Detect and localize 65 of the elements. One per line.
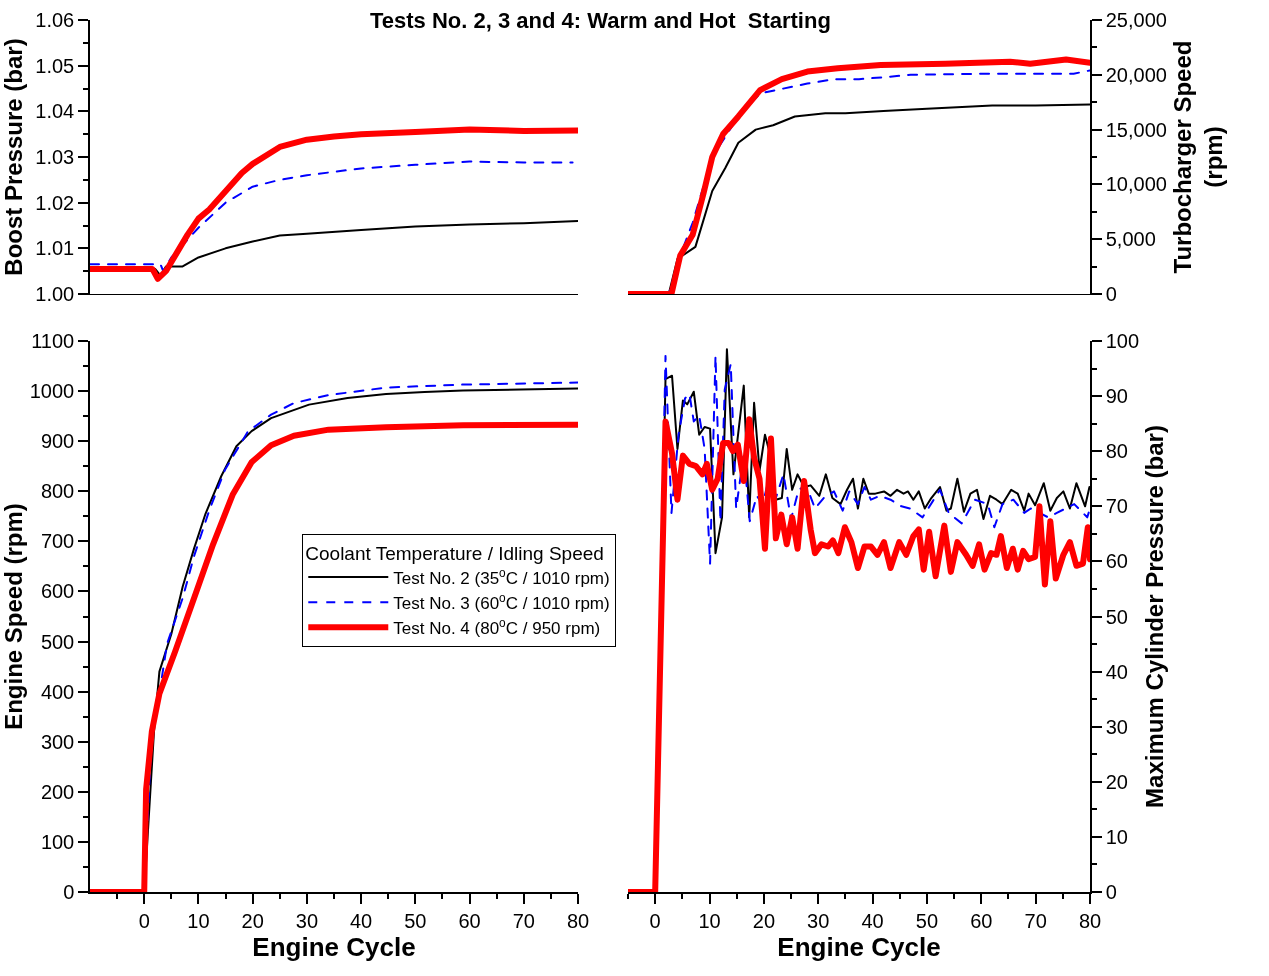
chart-title: Tests No. 2, 3 and 4: Warm and Hot Starting xyxy=(370,8,831,33)
x-tick-label: 60 xyxy=(458,909,481,932)
y2-tick-label: 50 xyxy=(1105,605,1128,628)
x-tick-label: 10 xyxy=(698,909,721,932)
y-tick-label: 1.00 xyxy=(35,283,75,305)
x-tick-label: 0 xyxy=(138,909,150,932)
y2-tick-label: 10 xyxy=(1105,825,1128,848)
y-tick-label: 700 xyxy=(40,530,75,553)
y2-axis-title: Turbocharger Speed (rpm) xyxy=(1168,40,1227,274)
y-tick-label: 1.01 xyxy=(35,237,75,260)
x-tick-label: 20 xyxy=(752,909,776,932)
y2-tick-label: 25,000 xyxy=(1105,9,1167,31)
y2-tick-label: 10,000 xyxy=(1105,173,1167,196)
x-tick-label: 0 xyxy=(649,909,661,932)
y-tick-label: 200 xyxy=(40,780,75,803)
y-tick-label: 1100 xyxy=(31,330,75,352)
x-tick-label: 40 xyxy=(861,909,884,932)
y-tick-label: 1.02 xyxy=(35,191,75,214)
y-axis-title: Boost Pressure (bar) xyxy=(0,38,27,276)
y2-tick-label: 70 xyxy=(1105,495,1128,518)
y2-tick-label: 80 xyxy=(1105,440,1128,463)
x-tick-label: 70 xyxy=(1024,909,1047,932)
y-tick-label: 1.04 xyxy=(35,100,75,123)
y-tick-label: 600 xyxy=(40,580,75,603)
x-tick-label: 70 xyxy=(512,909,535,932)
y-tick-label: 500 xyxy=(40,630,75,653)
x-tick-label: 80 xyxy=(566,909,590,932)
y-tick-label: 0 xyxy=(63,881,75,903)
x-axis-title: Engine Cycle xyxy=(777,931,941,962)
y2-tick-label: 0 xyxy=(1105,881,1117,903)
y2-tick-label: 100 xyxy=(1105,330,1140,352)
legend-label: Test No. 3 (60$^{o}$C / 1010 rpm) xyxy=(393,590,610,613)
legend-label: Test No. 2 (35$^{o}$C / 1010 rpm) xyxy=(393,565,610,588)
x-tick-label: 30 xyxy=(807,909,830,932)
y2-tick-label: 90 xyxy=(1105,385,1128,408)
y2-tick-label: 40 xyxy=(1105,660,1128,683)
x-tick-label: 10 xyxy=(187,909,210,932)
legend-label: Test No. 4 (80$^{o}$C / 950 rpm) xyxy=(393,615,601,638)
x-tick-label: 80 xyxy=(1078,909,1102,932)
y2-tick-label: 0 xyxy=(1105,283,1117,305)
x-tick-label: 40 xyxy=(349,909,373,932)
x-tick-label: 50 xyxy=(404,909,427,932)
y-tick-label: 300 xyxy=(40,730,75,753)
y2-tick-label: 20 xyxy=(1105,770,1128,793)
y-tick-label: 1.06 xyxy=(35,9,75,31)
y2-tick-label: 20,000 xyxy=(1105,63,1167,86)
y-tick-label: 800 xyxy=(40,480,75,503)
x-tick-label: 60 xyxy=(970,909,993,932)
x-axis-title: Engine Cycle xyxy=(252,931,416,962)
y-tick-label: 1.03 xyxy=(35,146,75,168)
y2-tick-label: 60 xyxy=(1105,550,1128,573)
y-tick-label: 1000 xyxy=(29,380,75,403)
x-tick-label: 50 xyxy=(915,909,939,932)
y-tick-label: 100 xyxy=(40,830,75,853)
y2-tick-label: 5,000 xyxy=(1105,228,1156,251)
y-tick-label: 1.05 xyxy=(35,54,75,77)
y-axis-title: Engine Speed (rpm) xyxy=(0,503,27,730)
legend-title: Coolant Temperature / Idling Speed xyxy=(305,542,604,564)
y-tick-label: 400 xyxy=(40,680,75,703)
x-tick-label: 30 xyxy=(295,909,319,932)
x-tick-label: 20 xyxy=(241,909,264,932)
y2-axis-title: Maximum Cylinder Pressure (bar) xyxy=(1140,425,1168,808)
y2-tick-label: 30 xyxy=(1105,715,1128,738)
y-tick-label: 900 xyxy=(40,430,75,453)
y2-tick-label: 15,000 xyxy=(1105,118,1167,141)
